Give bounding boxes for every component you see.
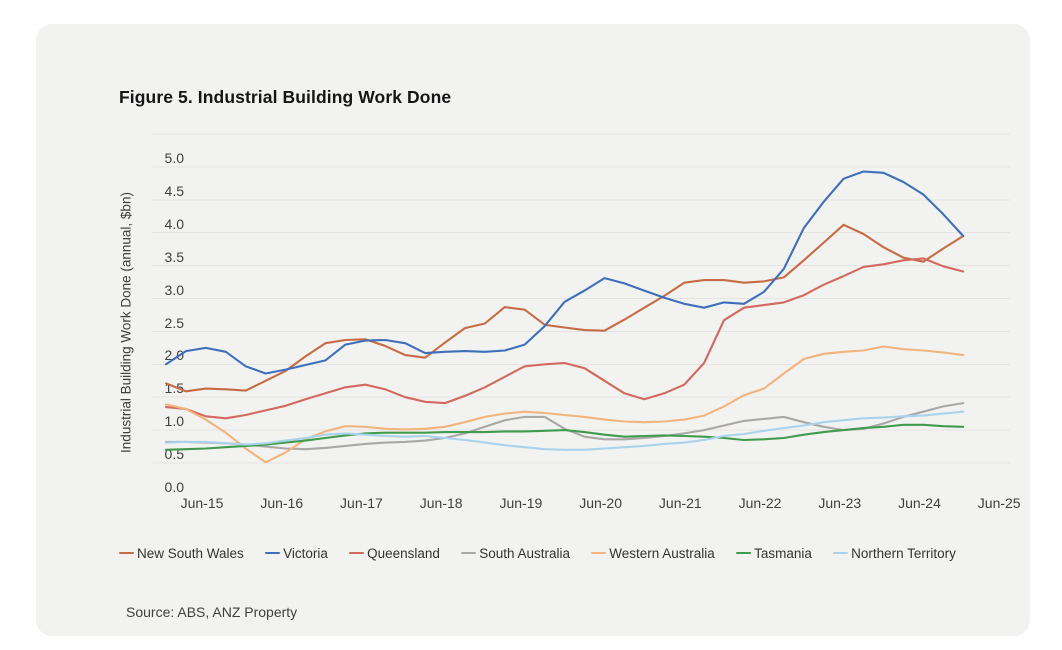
series-line-victoria — [164, 170, 965, 375]
legend-label: Western Australia — [609, 545, 715, 561]
figure-card: Figure 5. Industrial Building Work Done … — [36, 24, 1030, 636]
legend-item: New South Wales — [119, 546, 244, 561]
legend-item: Western Australia — [591, 546, 715, 561]
y-axis-tick: 1.0 — [164, 413, 184, 430]
x-axis-tick: Jun-19 — [499, 495, 543, 511]
legend-label: New South Wales — [137, 545, 244, 561]
y-axis-tick: 3.0 — [164, 281, 184, 298]
legend-swatch-icon — [119, 551, 134, 555]
y-axis-tick: 2.0 — [164, 347, 184, 364]
series-line-western-australia — [164, 345, 965, 464]
y-axis-tick: 2.5 — [164, 314, 184, 331]
source-note: Source: ABS, ANZ Property — [126, 604, 298, 620]
series-line-northern-territory — [164, 410, 965, 451]
x-axis-tick: Jun-18 — [419, 495, 463, 511]
legend-label: Northern Territory — [851, 545, 956, 561]
x-axis-tick: Jun-22 — [738, 495, 782, 511]
legend-item: Queensland — [349, 546, 440, 561]
y-axis-tick: 0.0 — [164, 479, 184, 495]
legend-label: Queensland — [367, 545, 440, 561]
x-axis-tick: Jun-16 — [260, 495, 304, 511]
legend-swatch-icon — [349, 551, 365, 555]
series-line-tasmania — [164, 423, 965, 451]
x-axis-tick: Jun-20 — [579, 495, 622, 511]
legend-item: Victoria — [265, 546, 328, 561]
x-axis-tick: Jun-15 — [180, 495, 224, 511]
legend-swatch-icon — [461, 551, 477, 555]
legend-swatch-icon — [833, 551, 849, 555]
legend-swatch-icon — [265, 551, 281, 555]
x-axis-tick: Jun-24 — [898, 495, 941, 511]
x-axis-tick: Jun-21 — [658, 495, 702, 511]
figure-title: Figure 5. Industrial Building Work Done — [119, 87, 452, 107]
x-axis-tick: Jun-17 — [340, 495, 383, 511]
series-line-new-south-wales — [164, 223, 965, 393]
legend-swatch-icon — [736, 551, 752, 555]
y-axis-tick: 4.5 — [164, 182, 184, 199]
series-line-south-australia — [164, 402, 965, 451]
series-line-queensland — [164, 257, 965, 420]
legend-label: South Australia — [479, 545, 570, 561]
legend-item: Tasmania — [736, 546, 812, 561]
y-axis-tick: 5.0 — [164, 150, 184, 166]
legend-swatch-icon — [591, 551, 607, 555]
legend-label: Victoria — [283, 545, 328, 561]
x-axis-tick: Jun-23 — [818, 495, 862, 511]
y-axis-tick: 4.0 — [164, 215, 184, 232]
y-axis-tick: 3.5 — [164, 248, 184, 265]
chart-legend: New South Wales Victoria Queensland South A… — [119, 544, 956, 562]
legend-item: Northern Territory — [833, 546, 956, 561]
legend-label: Tasmania — [754, 545, 812, 561]
x-axis-tick: Jun-25 — [977, 495, 1021, 511]
legend-item: South Australia — [461, 546, 570, 561]
